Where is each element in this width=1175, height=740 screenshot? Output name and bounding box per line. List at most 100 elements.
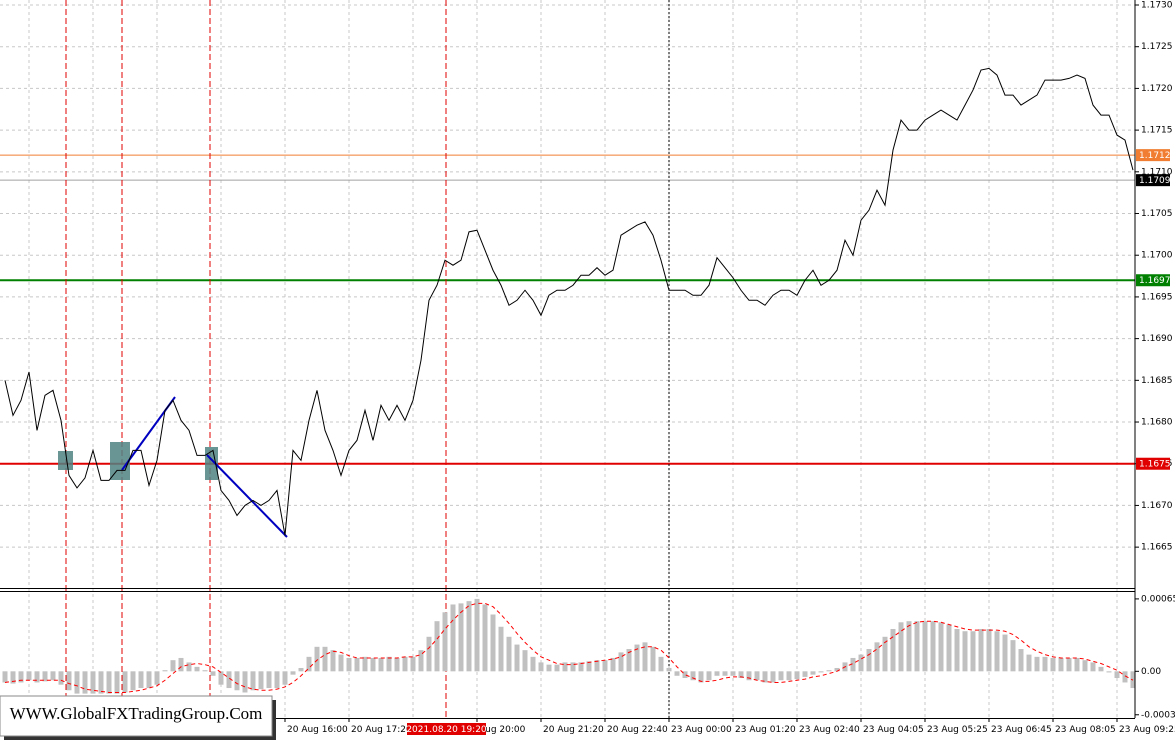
histogram-bar xyxy=(642,642,648,672)
histogram-bar xyxy=(698,671,704,683)
y-axis-band xyxy=(1135,0,1175,740)
histogram-bar xyxy=(498,626,504,672)
histogram-bar xyxy=(74,671,80,694)
histogram-bar xyxy=(1082,660,1088,672)
histogram-bar xyxy=(274,671,280,689)
histogram-bar xyxy=(922,621,928,672)
histogram-bar xyxy=(1122,671,1128,683)
histogram-bar xyxy=(674,671,680,676)
axes: 20 Aug 16:00 20 Aug 17:20 Aug 20:00 20 Aug … xyxy=(284,1,1175,735)
histogram-bar xyxy=(906,621,912,672)
histogram-bar xyxy=(474,598,480,672)
histogram-bar xyxy=(618,652,624,672)
crosshair-label-text: 2021.08.20 19:20 xyxy=(406,725,487,735)
histogram-bar xyxy=(1066,657,1072,672)
level-label-box xyxy=(1136,457,1170,470)
histogram-bar xyxy=(106,671,112,694)
histogram-bar xyxy=(314,646,320,672)
histogram-bar xyxy=(482,604,488,672)
histogram-bar xyxy=(250,671,256,691)
histogram-bar xyxy=(810,671,816,675)
histogram-bar xyxy=(1074,657,1080,672)
histogram-bar xyxy=(706,671,712,681)
x-tick-label: 20 Aug 17:20 xyxy=(351,725,412,735)
histogram-bar xyxy=(730,671,736,676)
histogram-bar xyxy=(210,671,216,676)
histogram-bar xyxy=(538,662,544,672)
level-label: 1.1697 xyxy=(1139,276,1171,286)
histogram-bar xyxy=(346,657,352,672)
histogram-bar xyxy=(18,671,24,683)
y-tick-label: 1.1700 xyxy=(1141,251,1173,261)
level-label-box xyxy=(1136,149,1170,162)
histogram-bar xyxy=(970,631,976,672)
level-label-box xyxy=(1136,274,1170,287)
histogram-bar xyxy=(898,622,904,672)
y-tick-label: 1.1730 xyxy=(1141,1,1173,11)
y-tick-label: 0.00 xyxy=(1141,667,1161,677)
histogram-bar xyxy=(1114,671,1120,679)
y-tick-label: 1.1705 xyxy=(1141,209,1173,219)
x-tick-label: 23 Aug 06:45 xyxy=(991,725,1052,735)
x-tick-label: 23 Aug 02:40 xyxy=(799,725,860,735)
histogram-bar xyxy=(330,650,336,672)
histogram-bar xyxy=(402,656,408,672)
y-tick-label: -0.00039 xyxy=(1141,710,1175,720)
histogram-bar xyxy=(778,671,784,681)
crosshair-label-box xyxy=(407,723,486,735)
histogram-bar xyxy=(650,646,656,672)
histogram-bar xyxy=(634,644,640,672)
plot xyxy=(2,67,1136,694)
histogram-bar xyxy=(1026,654,1032,672)
histogram-bar xyxy=(1018,649,1024,672)
histogram-bar xyxy=(138,671,144,689)
histogram-bar xyxy=(946,624,952,672)
histogram-bar xyxy=(722,671,728,676)
histogram-bar xyxy=(746,671,752,681)
histogram-bar xyxy=(226,671,232,689)
histogram-bar xyxy=(562,662,568,672)
histogram-bar xyxy=(882,636,888,672)
histogram-bar xyxy=(610,657,616,672)
histogram-bar xyxy=(546,664,552,672)
histogram-bar xyxy=(786,671,792,681)
histogram-bar xyxy=(602,660,608,672)
histogram-bar xyxy=(298,667,304,672)
histogram-bar xyxy=(234,671,240,691)
last-price-box xyxy=(1136,174,1170,187)
histogram-bar xyxy=(994,631,1000,672)
histogram-bar xyxy=(954,628,960,672)
histogram-bar xyxy=(1034,656,1040,672)
histogram-bar xyxy=(594,660,600,672)
histogram-bar xyxy=(658,656,664,672)
histogram-bar xyxy=(754,671,760,681)
histogram-bar xyxy=(530,656,536,672)
y-tick-label: 1.1680 xyxy=(1141,418,1173,428)
histogram-bar xyxy=(322,646,328,672)
histogram-bar xyxy=(258,671,264,690)
last-price-label: 1.1709 xyxy=(1139,176,1171,186)
histogram-bar xyxy=(1090,662,1096,672)
histogram-bar xyxy=(98,671,104,694)
histogram-bar xyxy=(770,671,776,683)
y-tick-label: 1.1665 xyxy=(1141,543,1173,553)
y-tick-label: 0.00065 xyxy=(1141,594,1175,604)
histogram-bar xyxy=(354,657,360,672)
histogram-bar xyxy=(682,671,688,679)
histogram-bar xyxy=(578,662,584,672)
histogram-bar xyxy=(794,671,800,680)
y-tick-label: 1.1710 xyxy=(1141,167,1173,177)
level-label: 1.1712 xyxy=(1139,151,1171,161)
histogram-bar xyxy=(370,657,376,672)
histogram-bar xyxy=(690,671,696,681)
histogram-bar xyxy=(626,649,632,672)
histogram-bar xyxy=(586,661,592,672)
trend-line xyxy=(206,454,288,538)
histogram-bar xyxy=(874,642,880,672)
histogram-bar xyxy=(1098,666,1104,672)
histogram-bar xyxy=(458,603,464,672)
histogram-bar xyxy=(114,671,120,694)
x-tick-label: Aug 20:00 xyxy=(479,725,526,735)
